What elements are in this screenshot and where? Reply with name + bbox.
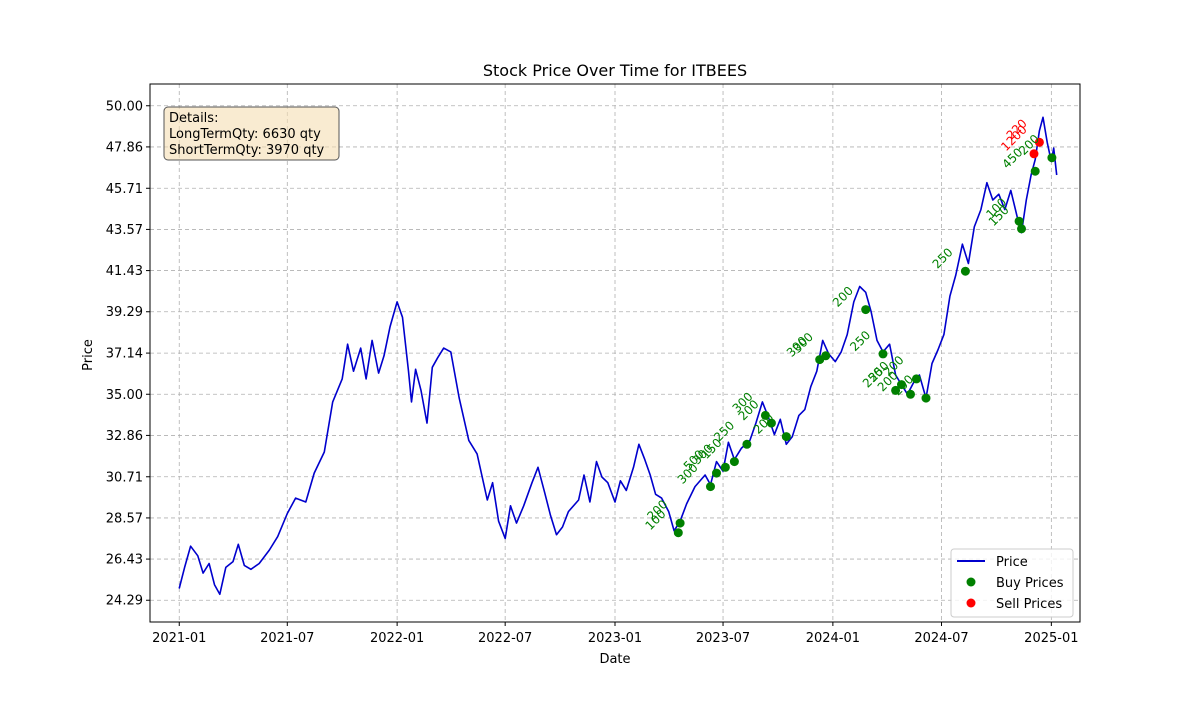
buy-price-point [729, 457, 739, 467]
buy-price-point [821, 351, 831, 361]
legend-buy-label: Buy Prices [996, 576, 1064, 591]
y-tick-label: 45.71 [106, 182, 143, 197]
buy-price-point [906, 389, 915, 399]
y-tick-label: 41.43 [106, 264, 143, 279]
chart-title: Stock Price Over Time for ITBEES [483, 61, 747, 80]
x-tick-label: 2024-01 [806, 631, 860, 646]
buy-price-point [861, 305, 871, 315]
details-short-term: ShortTermQty: 3970 qty [169, 143, 325, 158]
x-tick-label: 2023-07 [696, 631, 750, 646]
buy-price-point [1014, 216, 1024, 226]
y-tick-label: 39.29 [106, 305, 143, 320]
buy-price-point [675, 518, 685, 528]
y-tick-label: 50.00 [106, 99, 143, 114]
x-tick-label: 2021-01 [152, 631, 206, 646]
sell-price-point [1029, 149, 1039, 159]
price-line-layer [178, 116, 1058, 596]
sell-price-point [1034, 137, 1044, 147]
y-tick-label: 24.29 [106, 594, 143, 609]
legend-sell-swatch [966, 598, 976, 608]
x-tick-label: 2023-01 [588, 631, 642, 646]
buy-price-point [891, 385, 901, 395]
y-tick-label: 37.14 [106, 347, 143, 362]
buy-price-point [897, 380, 906, 390]
y-tick-label: 28.57 [106, 511, 143, 526]
y-tick-label: 30.71 [106, 470, 143, 485]
buy-price-point [720, 462, 730, 472]
x-tick-label: 2022-01 [370, 631, 424, 646]
buy-price-point [878, 349, 888, 359]
buy-price-point [781, 432, 791, 442]
y-tick-label: 26.43 [106, 553, 143, 568]
y-tick-label: 43.57 [106, 223, 143, 238]
x-tick-label: 2022-07 [478, 631, 532, 646]
buy-price-point [1030, 166, 1040, 176]
x-tick-label: 2021-07 [260, 631, 314, 646]
buy-price-point [921, 393, 931, 403]
legend: Price Buy Prices Sell Prices [950, 548, 1074, 618]
y-axis-label: Price [81, 339, 96, 371]
trade-points-layer [673, 137, 1057, 538]
buy-price-point [1017, 224, 1026, 234]
x-axis-label: Date [599, 652, 630, 667]
details-heading: Details: [169, 111, 218, 126]
y-tick-label: 32.86 [106, 429, 143, 444]
legend-buy-swatch [966, 577, 976, 587]
buy-price-point [742, 439, 752, 449]
buy-price-point [673, 528, 683, 538]
buy-price-point [706, 482, 715, 492]
y-tick-label: 47.86 [106, 140, 143, 155]
legend-sell-label: Sell Prices [996, 597, 1062, 612]
x-tick-label: 2025-01 [1024, 631, 1078, 646]
price-series-line [178, 116, 1058, 596]
buy-price-point [760, 410, 770, 420]
buy-price-point [911, 374, 921, 384]
buy-price-point [766, 418, 776, 428]
y-tick-label: 35.00 [106, 388, 143, 403]
axis-layer: 2021-01 2021-07 2022-01 2022-07 2023-01 2023-… [106, 99, 1079, 646]
x-tick-label: 2024-07 [914, 631, 968, 646]
legend-frame [950, 548, 1074, 618]
details-box: Details: LongTermQty: 6630 qty ShortTerm… [163, 106, 340, 161]
buy-price-point [712, 468, 721, 478]
buy-price-point [1047, 153, 1057, 163]
legend-price-label: Price [996, 555, 1028, 570]
buy-price-point [960, 266, 970, 276]
details-long-term: LongTermQty: 6630 qty [169, 127, 321, 142]
